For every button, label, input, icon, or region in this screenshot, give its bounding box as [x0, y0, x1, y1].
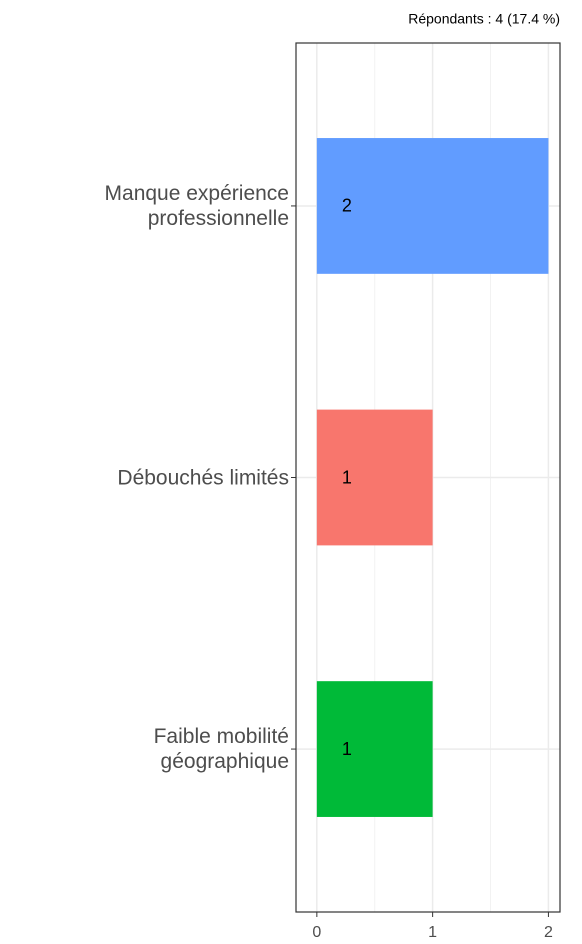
x-tick-label: 0	[312, 924, 321, 941]
subtitle: Répondants : 4 (17.4 %)	[408, 11, 560, 27]
y-tick-label: Faible mobilité géographique	[153, 725, 289, 774]
bar	[316, 409, 433, 546]
x-tick-label: 1	[428, 924, 437, 941]
bar	[316, 681, 433, 817]
bar	[316, 138, 549, 274]
y-tick-label: Débouchés limités	[117, 466, 289, 489]
value-label: 1	[342, 739, 352, 759]
panel-border	[295, 42, 561, 913]
value-label: 1	[342, 467, 352, 487]
y-tick-label: Manque expérience professionnelle	[104, 181, 289, 230]
x-tick-label: 2	[544, 924, 553, 941]
value-label: 2	[342, 196, 352, 216]
